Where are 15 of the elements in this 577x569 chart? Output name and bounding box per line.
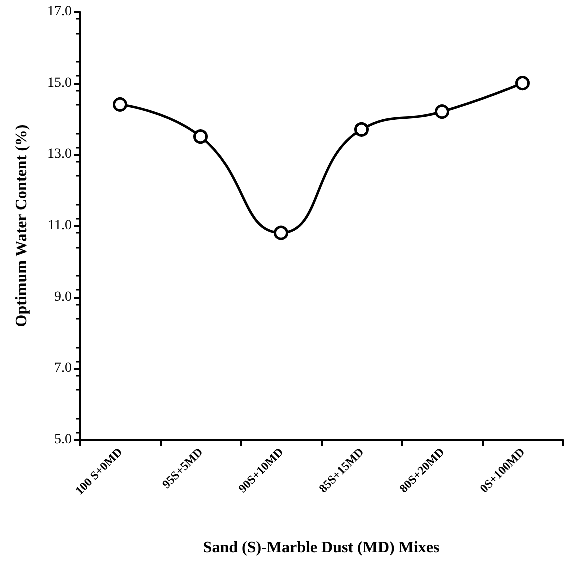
y-tick-label: 17.0 <box>48 4 72 20</box>
y-tick-label: 11.0 <box>48 218 72 234</box>
y-tick-label: 15.0 <box>48 76 72 91</box>
y-tick-label: 9.0 <box>54 290 72 305</box>
point <box>113 97 128 112</box>
point <box>516 76 530 91</box>
point <box>435 104 450 120</box>
point <box>274 226 288 240</box>
point <box>354 122 369 137</box>
point <box>194 130 208 144</box>
y-tick-label: 7.0 <box>54 361 72 376</box>
y-tick-label: 5.0 <box>54 432 72 448</box>
x-axis-title: Sand (S)-Marble Dust (MD) Mixes <box>203 540 440 556</box>
y-axis-title: Optimum Water Content (%) <box>14 124 30 328</box>
y-tick-label: 13.0 <box>48 147 72 162</box>
